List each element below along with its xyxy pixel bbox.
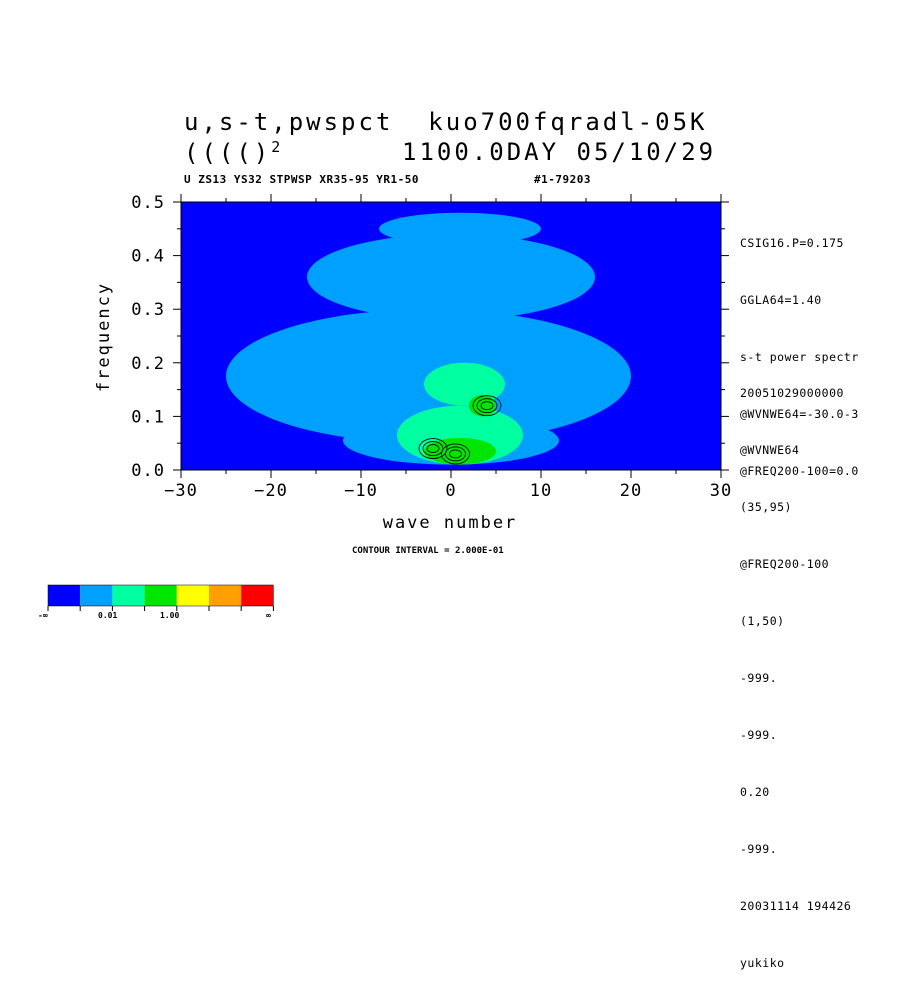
x-tick-label: 20 [620,481,642,501]
colorbar-swatch [48,585,81,606]
colorbar-swatch [80,585,113,606]
side-info-line: @FREQ200-100 [740,557,830,571]
y-tick-label: 0.2 [131,354,165,374]
side-info-line: GGLA64=1.40 [740,293,822,307]
x-axis-label: wave number [382,513,518,533]
side-info-line: (1,50) [740,614,785,628]
colorbar-label: -∞ [38,611,48,620]
side-info-top: CSIG16.P=0.175 GGLA64=1.40 s-t power spe… [740,196,859,500]
x-tick-label: 0 [445,481,456,501]
y-tick-label: 0.5 [131,193,165,213]
x-tick-label: −30 [164,481,198,501]
colorbar-swatch [241,585,274,606]
contour-line [480,401,494,411]
side-info-line: 20031114 194426 [740,899,852,913]
chart-title-line2-right: 1100.0DAY 05/10/29 [402,138,717,166]
colorbar-swatch [209,585,242,606]
chart-title: u,s-t,pwspct kuo700fqradl-05K [184,108,708,136]
heatmap-region [424,362,505,406]
side-info-line: -999. [740,842,778,856]
side-info-line: -999. [740,728,778,742]
side-info-line: 0.20 [740,785,770,799]
chart-subtitle-right: #1-79203 [534,173,591,186]
contour-line [441,443,470,465]
y-tick-label: 0.1 [131,407,165,427]
side-info-line: @WVNWE64 [740,443,800,457]
heatmap-region [469,394,496,417]
contour-interval-note: CONTOUR INTERVAL = 2.000E-01 [352,546,504,556]
y-tick-label: 0.3 [131,300,165,320]
side-info-line: (35,95) [740,500,792,514]
x-tick-label: 10 [530,481,552,501]
x-tick-label: −20 [254,481,288,501]
colorbar-swatch [144,585,177,606]
contour-line [426,444,440,453]
side-info-line: @FREQ200-100=0.0 [740,464,859,478]
y-tick-label: 0.0 [131,461,165,481]
colorbar-swatch [112,585,145,606]
heatmap-region [379,212,541,245]
title-superscript: 2 [271,138,284,156]
x-tick-label: −10 [344,481,378,501]
heatmap-region [307,234,595,320]
side-info-line: yukiko [740,956,785,970]
side-info-bottom: 20051029000000 @WVNWE64 (35,95) @FREQ200… [740,346,851,992]
chart-title-line2-left: (((()2 [184,138,283,167]
title-parens: (((() [184,139,272,167]
x-tick-label: 30 [710,481,732,501]
colorbar-label: ∞ [266,611,271,620]
heatmap-chart: −30 −20 −10 0 10 20 30 0.0 0.1 0.2 0.3 0.4 0.5 [47,193,732,611]
side-info-line: 20051029000000 [740,386,844,400]
colorbar-swatch [176,585,209,606]
side-info-line: CSIG16.P=0.175 [740,236,844,250]
side-info-line: -999. [740,671,778,685]
contour-line [472,395,502,417]
contour-line [449,449,462,459]
y-tick-label: 0.4 [131,247,165,267]
contour-line [445,446,466,462]
colorbar-frame [47,584,274,607]
colorbar-label: 0.01 [98,611,118,620]
contour-line [422,441,444,456]
y-axis-label: frequency [94,281,114,393]
contour-line [476,398,498,414]
chart-subtitle-left: U ZS13 YS32 STPWSP XR35-95 YR1-50 [184,173,420,186]
side-info-line: @WVNWE64=-30.0-3 [740,407,859,421]
contour-line [418,438,448,459]
side-info-line: s-t power spectr [740,350,859,364]
colorbar-label: 1.00 [160,611,180,620]
